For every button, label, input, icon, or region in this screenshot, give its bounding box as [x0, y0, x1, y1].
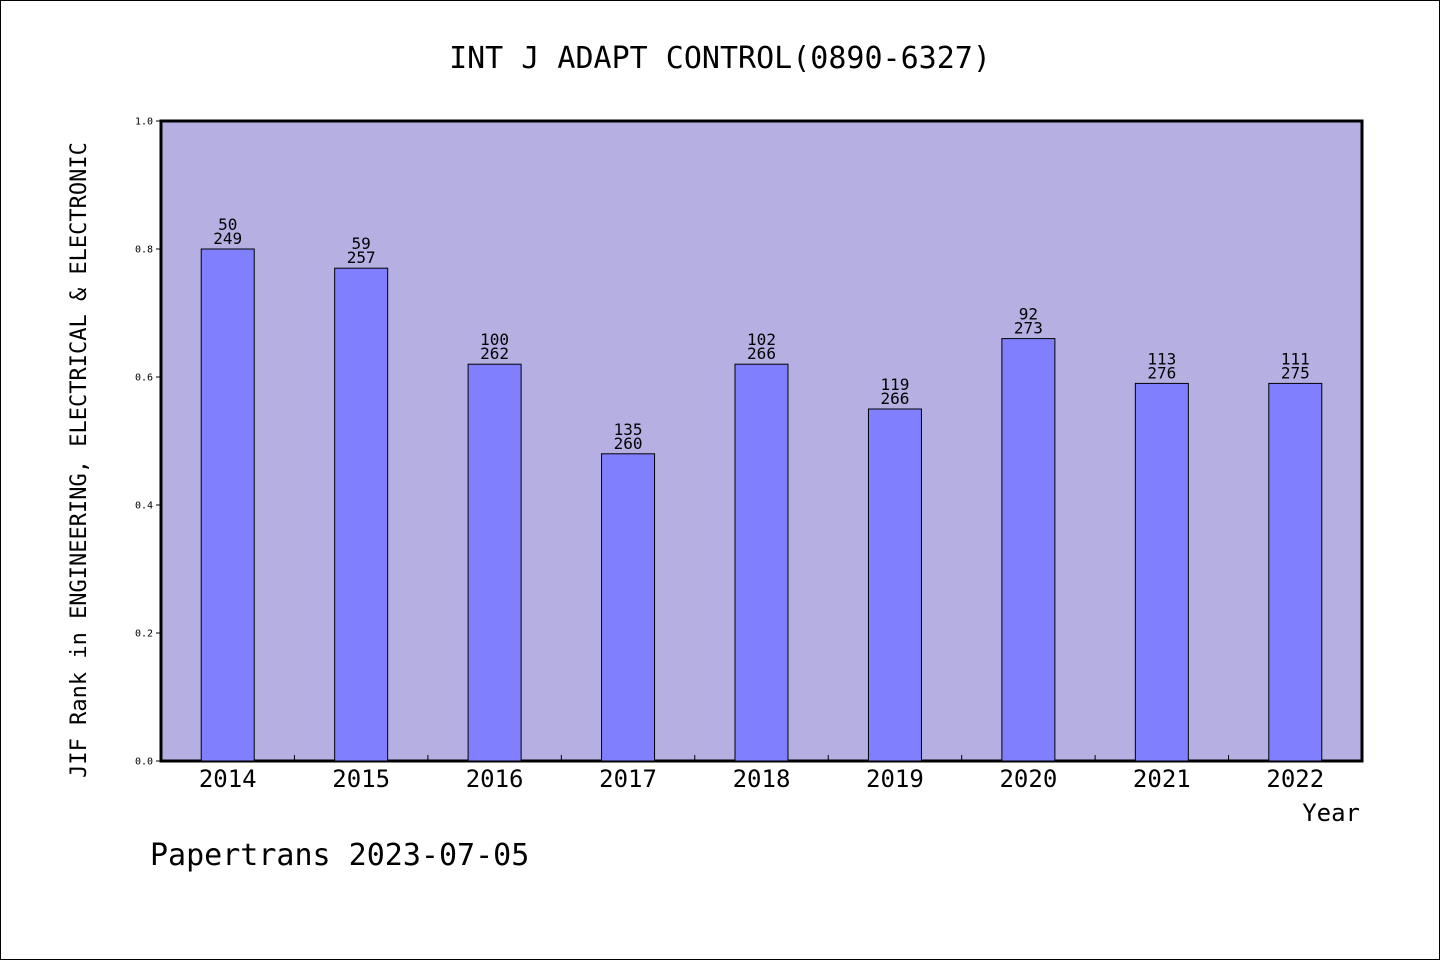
bar-2015	[334, 267, 389, 762]
total-label: 249	[213, 229, 242, 248]
bar-2018	[734, 363, 789, 762]
rank-label: 59	[352, 234, 371, 253]
bar-2014	[200, 248, 255, 762]
total-label: 276	[1147, 363, 1176, 382]
rank-label: 50	[218, 215, 237, 234]
x-axis-label: Year	[1302, 799, 1360, 827]
bar-2017	[601, 453, 656, 762]
x-tick-label: 2020	[999, 765, 1057, 793]
bars	[200, 248, 1323, 762]
rank-label: 100	[480, 330, 509, 349]
y-tick-label: 0.2	[135, 629, 153, 640]
x-tick-label: 2021	[1133, 765, 1191, 793]
total-label: 262	[480, 344, 509, 363]
rank-label: 119	[880, 375, 909, 394]
x-tick-label: 2018	[733, 765, 791, 793]
y-tick-label: 1.0	[135, 117, 153, 128]
total-label: 266	[747, 344, 776, 363]
rank-label: 92	[1019, 305, 1038, 324]
total-label: 266	[880, 389, 909, 408]
y-tick-label: 0.8	[135, 245, 153, 256]
x-tick-label: 2017	[599, 765, 657, 793]
x-tick-label: 2015	[332, 765, 390, 793]
x-tick-label: 2014	[199, 765, 257, 793]
x-tick-label: 2022	[1266, 765, 1324, 793]
y-axis-label: JIF Rank in ENGINEERING, ELECTRICAL & EL…	[67, 142, 92, 778]
total-label: 273	[1014, 319, 1043, 338]
y-tick-label: 0.4	[135, 501, 153, 512]
footer-note: Papertrans 2023-07-05	[150, 838, 529, 873]
y-tick-label: 0.0	[135, 757, 153, 768]
rank-label: 135	[614, 420, 643, 439]
rank-label: 102	[747, 330, 776, 349]
x-axis-ticks: 2014 2015 2016 2017 2018 2019 2020 2021 2022	[199, 755, 1324, 793]
total-label: 275	[1281, 363, 1310, 382]
x-tick-label: 2019	[866, 765, 924, 793]
bar-2019	[867, 408, 922, 762]
chart-title: INT J ADAPT CONTROL(0890-6327)	[449, 41, 991, 76]
total-label: 257	[347, 248, 376, 267]
total-label: 260	[614, 434, 643, 453]
rank-label: 111	[1281, 349, 1310, 368]
bar-2021	[1134, 382, 1189, 762]
rank-label: 113	[1147, 349, 1176, 368]
bar-2022	[1268, 382, 1323, 762]
bar-2020	[1001, 338, 1056, 762]
bar-2016	[467, 363, 522, 762]
y-axis-ticks: 0.0 0.2 0.4 0.6 0.8 1.0	[135, 117, 161, 768]
y-tick-label: 0.6	[135, 373, 153, 384]
x-tick-label: 2016	[466, 765, 524, 793]
